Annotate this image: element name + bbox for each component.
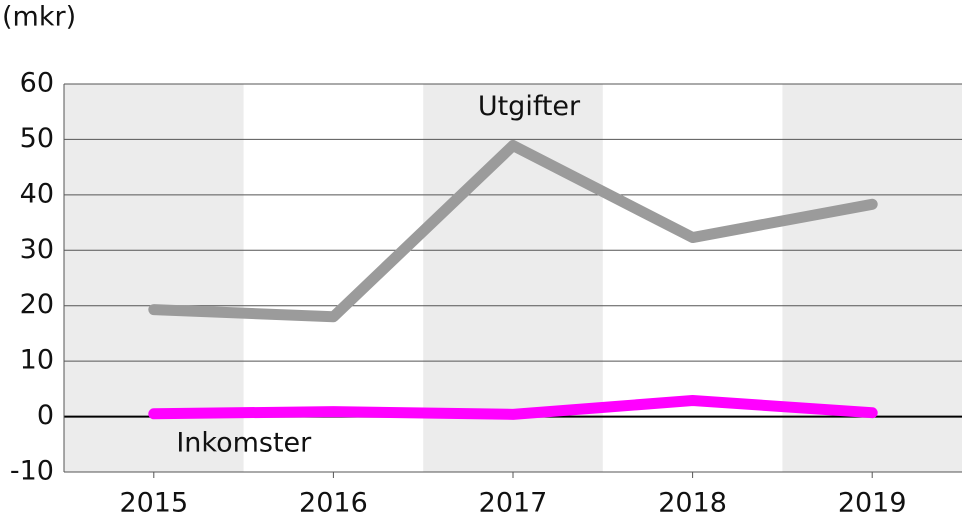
y-tick-label: 0 (37, 400, 54, 431)
x-tick-label: 2018 (658, 488, 727, 519)
y-tick-label: 30 (20, 234, 54, 265)
y-tick-label: -10 (10, 456, 54, 487)
x-tick-label: 2016 (299, 488, 368, 519)
y-tick-label: 10 (20, 345, 54, 376)
band-shade (64, 84, 244, 472)
series-label: Inkomster (176, 427, 312, 458)
series-label: Utgifter (478, 91, 581, 122)
x-tick-label: 2015 (119, 488, 188, 519)
y-tick-label: 40 (20, 178, 54, 209)
series-line (148, 140, 878, 323)
y-tick-label: 20 (20, 289, 54, 320)
series-line (148, 394, 878, 420)
x-tick-label: 2019 (838, 488, 907, 519)
y-unit: (mkr) (2, 2, 76, 33)
y-tick-label: 50 (20, 123, 54, 154)
x-tick-label: 2017 (479, 488, 548, 519)
y-tick-label: 60 (20, 68, 54, 99)
